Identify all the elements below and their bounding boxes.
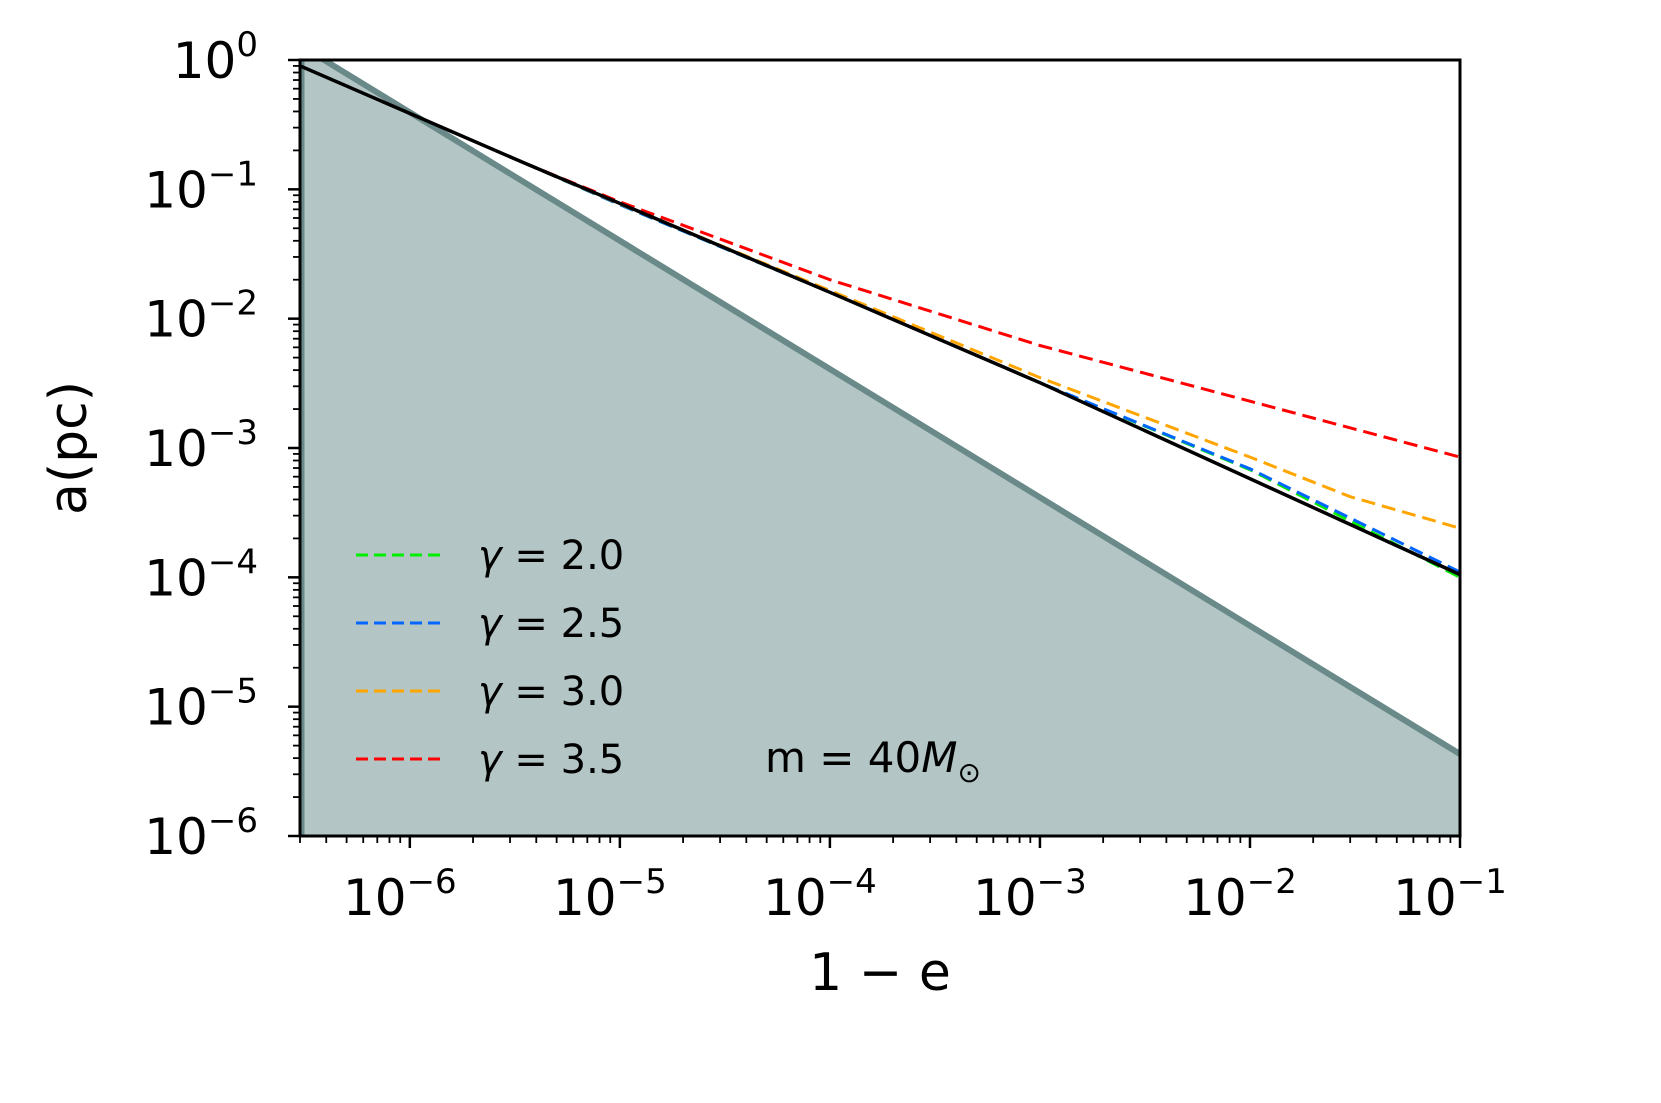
shaded-region-edge xyxy=(318,60,1460,757)
axis-ticks xyxy=(288,58,1462,848)
y-tick-label: 100 xyxy=(173,25,258,90)
tick-labels: 10−6 10−5 10−4 10−3 10−2 10−1 100 10−1 10−2 10−3 1… xyxy=(144,25,1507,927)
x-tick-label: 10−6 xyxy=(343,862,457,927)
y-tick-label: 10−1 xyxy=(144,154,258,219)
x-tick-label: 10−3 xyxy=(973,862,1087,927)
y-tick-label: 10−3 xyxy=(144,413,258,478)
x-axis-label: 1 − e xyxy=(809,943,951,1003)
y-axis-label: a(pc) xyxy=(39,381,99,515)
y-tick-label: 10−6 xyxy=(144,801,258,866)
y-tick-label: 10−2 xyxy=(144,284,258,349)
mass-annotation-text: m = 40 xyxy=(765,733,921,782)
legend-label: γ = 3.0 xyxy=(478,669,624,715)
y-tick-label: 10−4 xyxy=(144,542,258,607)
y-tick-label: 10−5 xyxy=(144,672,258,737)
plot-area xyxy=(300,60,1460,836)
mass-annotation-subscript: ⊙ xyxy=(958,756,981,789)
mass-annotation: m = 40M⊙ xyxy=(765,733,981,789)
mass-annotation-symbol: M xyxy=(921,733,957,782)
series-line-3.0 xyxy=(523,161,1460,530)
x-tick-label: 10−4 xyxy=(763,862,877,927)
legend-label: γ = 3.5 xyxy=(478,737,624,783)
legend: γ = 2.0 γ = 2.5 γ = 3.0 γ = 3.5 xyxy=(356,533,624,783)
x-tick-label: 10−5 xyxy=(553,862,667,927)
legend-label: γ = 2.5 xyxy=(478,601,624,647)
legend-label: γ = 2.0 xyxy=(478,533,624,579)
x-tick-label: 10−1 xyxy=(1393,862,1507,927)
x-tick-label: 10−2 xyxy=(1183,862,1297,927)
series-line-analytic xyxy=(300,64,1460,577)
shaded-region xyxy=(300,60,1460,836)
